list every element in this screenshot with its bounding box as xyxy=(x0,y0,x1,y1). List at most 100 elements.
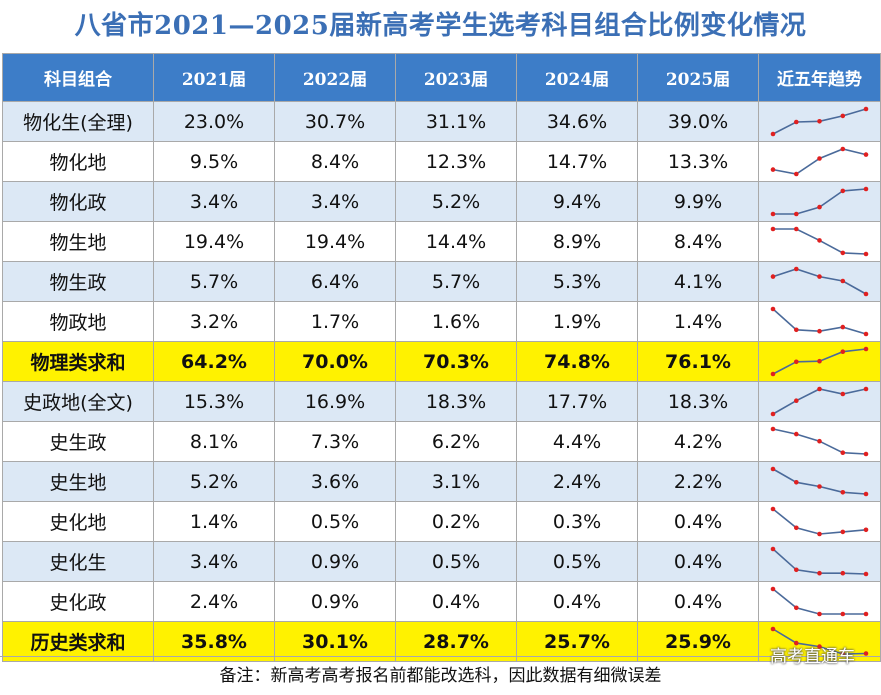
value-cell: 12.3% xyxy=(395,141,517,182)
sparkline-cell xyxy=(758,461,881,502)
table-row: 史化政 2.4% 0.9% 0.4% 0.4% 0.4% xyxy=(2,581,881,622)
header-year: 2024届 xyxy=(516,53,638,102)
sparkline-point xyxy=(817,386,822,392)
value-cell: 0.4% xyxy=(637,541,759,582)
value-cell: 0.9% xyxy=(274,541,396,582)
sparkline-cell xyxy=(758,621,881,662)
value-cell: 0.2% xyxy=(395,501,517,542)
value-cell: 0.5% xyxy=(395,541,517,582)
value-cell: 1.4% xyxy=(153,501,275,542)
row-label: 物生地 xyxy=(2,221,154,262)
sparkline-point xyxy=(840,651,846,657)
sparkline-point xyxy=(863,651,869,656)
value-cell: 9.5% xyxy=(153,141,275,182)
header-year: 2023届 xyxy=(395,53,517,102)
sparkline-line xyxy=(772,508,867,535)
sparkline-point xyxy=(840,490,846,495)
value-cell: 0.9% xyxy=(274,581,396,622)
sparkline-point xyxy=(794,431,799,437)
value-cell: 14.7% xyxy=(516,141,638,182)
sparkline-point xyxy=(863,571,869,577)
sparkline-point xyxy=(770,426,776,432)
value-cell: 15.3% xyxy=(153,381,275,422)
value-cell: 4.2% xyxy=(637,421,759,462)
sparkline-point xyxy=(863,386,869,392)
row-label: 物化生(全理) xyxy=(2,101,154,142)
sparkline-cell xyxy=(758,221,881,262)
sparkline-point xyxy=(794,226,799,232)
sparkline-cell xyxy=(758,381,881,422)
sparkline-point xyxy=(840,349,846,354)
header-year: 2021届 xyxy=(153,53,275,102)
value-cell: 5.7% xyxy=(395,261,517,302)
sparkline-point xyxy=(840,529,846,535)
sparkline-cell xyxy=(758,301,881,342)
value-cell: 19.4% xyxy=(153,221,275,262)
row-label: 物生政 xyxy=(2,261,154,302)
value-cell: 1.9% xyxy=(516,301,638,342)
value-cell: 70.0% xyxy=(274,341,396,382)
sparkline-cell xyxy=(758,341,881,382)
table-row: 史政地(全文) 15.3% 16.9% 18.3% 17.7% 18.3% xyxy=(2,381,881,422)
value-cell: 1.7% xyxy=(274,301,396,342)
table-row: 物生政 5.7% 6.4% 5.7% 5.3% 4.1% xyxy=(2,261,881,302)
sparkline-point xyxy=(817,438,822,444)
sparkline xyxy=(770,426,869,457)
sparkline-point xyxy=(840,250,846,256)
value-cell: 23.0% xyxy=(153,101,275,142)
value-cell: 8.4% xyxy=(637,221,759,262)
sparkline-point xyxy=(817,328,822,334)
sparkline-point xyxy=(817,156,822,161)
row-label: 物政地 xyxy=(2,301,154,342)
value-cell: 17.7% xyxy=(516,381,638,422)
sparkline-point xyxy=(840,188,846,194)
sparkline xyxy=(770,306,869,337)
sparkline-point xyxy=(817,274,822,279)
header-year: 2025届 xyxy=(637,53,759,102)
sparkline-point xyxy=(794,119,799,125)
value-cell: 0.4% xyxy=(637,501,759,542)
value-cell: 16.9% xyxy=(274,381,396,422)
value-cell: 9.9% xyxy=(637,181,759,222)
sparkline-cell xyxy=(758,541,881,582)
value-cell: 3.2% xyxy=(153,301,275,342)
sparkline xyxy=(770,266,869,297)
sparkline-cell xyxy=(758,261,881,302)
sparkline-cell xyxy=(758,141,881,182)
sparkline-point xyxy=(817,644,822,649)
row-label: 史化生 xyxy=(2,541,154,582)
value-cell: 2.4% xyxy=(153,581,275,622)
value-cell: 30.1% xyxy=(274,621,396,662)
page-title: 八省市2021—2025届新高考学生选考科目组合比例变化情况 xyxy=(74,11,807,41)
sparkline xyxy=(770,586,869,617)
value-cell: 8.1% xyxy=(153,421,275,462)
sparkline-point xyxy=(794,525,799,531)
header-row: 科目组合 2021届 2022届 2023届 2024届 2025届 近五年趋势 xyxy=(2,53,881,102)
row-label: 史化政 xyxy=(2,581,154,622)
sparkline-point xyxy=(817,358,822,364)
value-cell: 3.6% xyxy=(274,461,396,502)
value-cell: 19.4% xyxy=(274,221,396,262)
row-label: 历史类求和 xyxy=(2,621,154,662)
table-row: 物化政 3.4% 3.4% 5.2% 9.4% 9.9% xyxy=(2,181,881,222)
sparkline-point xyxy=(794,640,799,646)
sparkline-point xyxy=(863,152,869,157)
summary-row: 物理类求和 64.2% 70.0% 70.3% 74.8% 76.1% xyxy=(2,341,881,382)
value-cell: 0.4% xyxy=(395,581,517,622)
sparkline-point xyxy=(840,146,846,152)
table-row: 史生政 8.1% 7.3% 6.2% 4.4% 4.2% xyxy=(2,421,881,462)
sparkline-cell xyxy=(758,501,881,542)
sparkline-point xyxy=(794,605,799,611)
value-cell: 1.6% xyxy=(395,301,517,342)
table-row: 物生地 19.4% 19.4% 14.4% 8.9% 8.4% xyxy=(2,221,881,262)
value-cell: 25.9% xyxy=(637,621,759,662)
value-cell: 7.3% xyxy=(274,421,396,462)
watermark: 高考直通车 xyxy=(770,647,855,667)
sparkline xyxy=(770,386,869,417)
sparkline-point xyxy=(770,274,776,279)
value-cell: 5.7% xyxy=(153,261,275,302)
sparkline-point xyxy=(863,331,869,337)
sparkline-line xyxy=(772,588,866,615)
sparkline-line xyxy=(772,148,867,175)
sparkline-point xyxy=(840,391,846,397)
